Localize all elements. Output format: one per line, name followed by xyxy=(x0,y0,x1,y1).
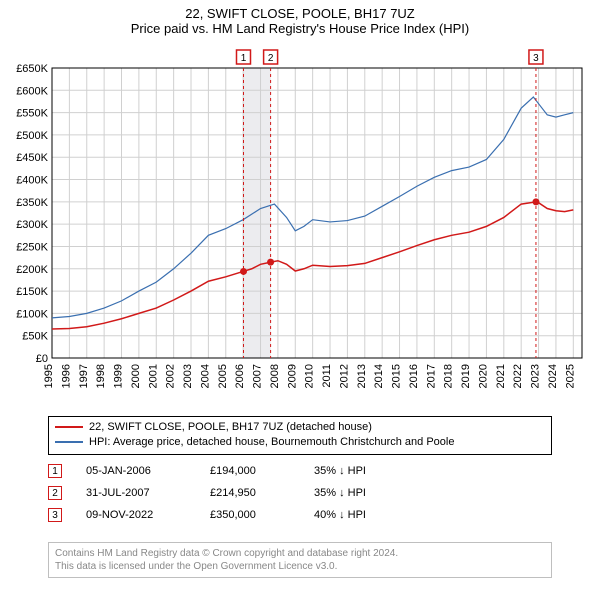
svg-text:2022: 2022 xyxy=(512,364,524,388)
svg-text:2019: 2019 xyxy=(460,364,472,388)
sale-delta: 40% ↓ HPI xyxy=(314,509,414,521)
svg-text:2009: 2009 xyxy=(286,364,298,388)
sale-date: 09-NOV-2022 xyxy=(86,509,186,521)
svg-text:1998: 1998 xyxy=(95,364,107,388)
svg-text:1999: 1999 xyxy=(113,364,125,388)
svg-text:2003: 2003 xyxy=(182,364,194,388)
svg-text:2007: 2007 xyxy=(252,364,264,388)
legend-swatch xyxy=(55,426,83,428)
svg-text:2021: 2021 xyxy=(495,364,507,388)
legend-label: 22, SWIFT CLOSE, POOLE, BH17 7UZ (detach… xyxy=(89,420,372,435)
svg-text:3: 3 xyxy=(533,53,539,64)
svg-text:2008: 2008 xyxy=(269,364,281,388)
svg-text:1996: 1996 xyxy=(60,364,72,388)
legend-row: 22, SWIFT CLOSE, POOLE, BH17 7UZ (detach… xyxy=(55,420,545,435)
svg-text:2006: 2006 xyxy=(234,364,246,388)
legend: 22, SWIFT CLOSE, POOLE, BH17 7UZ (detach… xyxy=(48,416,552,455)
footnote: Contains HM Land Registry data © Crown c… xyxy=(48,542,552,578)
svg-text:£550K: £550K xyxy=(16,108,48,120)
sale-row: 1 05-JAN-2006 £194,000 35% ↓ HPI xyxy=(48,460,414,482)
title-line1: 22, SWIFT CLOSE, POOLE, BH17 7UZ xyxy=(0,6,600,21)
sale-marker: 3 xyxy=(48,508,62,522)
sale-marker: 2 xyxy=(48,486,62,500)
svg-text:1: 1 xyxy=(241,53,247,64)
sale-marker: 1 xyxy=(48,464,62,478)
svg-text:£250K: £250K xyxy=(16,241,48,253)
legend-row: HPI: Average price, detached house, Bour… xyxy=(55,435,545,450)
sale-price: £350,000 xyxy=(210,509,290,521)
sale-delta: 35% ↓ HPI xyxy=(314,465,414,477)
page-root: 22, SWIFT CLOSE, POOLE, BH17 7UZ Price p… xyxy=(0,0,600,590)
svg-text:2020: 2020 xyxy=(477,364,489,388)
svg-text:£0: £0 xyxy=(36,353,48,365)
svg-text:£50K: £50K xyxy=(22,331,48,343)
chart-svg: £0 £50K £100K £150K £200K £250K £300K £350K £400… xyxy=(10,46,590,406)
svg-text:2014: 2014 xyxy=(373,364,385,388)
svg-text:1997: 1997 xyxy=(78,364,90,388)
sale-price: £194,000 xyxy=(210,465,290,477)
svg-text:2: 2 xyxy=(268,53,274,64)
svg-text:2015: 2015 xyxy=(391,364,403,388)
svg-text:£350K: £350K xyxy=(16,197,48,209)
svg-text:£400K: £400K xyxy=(16,175,48,187)
svg-text:£200K: £200K xyxy=(16,264,48,276)
svg-text:£500K: £500K xyxy=(16,130,48,142)
svg-text:2016: 2016 xyxy=(408,364,420,388)
svg-text:£150K: £150K xyxy=(16,286,48,298)
svg-text:2018: 2018 xyxy=(443,364,455,388)
svg-text:£100K: £100K xyxy=(16,308,48,320)
sale-date: 05-JAN-2006 xyxy=(86,465,186,477)
svg-text:2023: 2023 xyxy=(530,364,542,388)
footnote-line1: Contains HM Land Registry data © Crown c… xyxy=(55,547,545,560)
sale-delta: 35% ↓ HPI xyxy=(314,487,414,499)
svg-text:2005: 2005 xyxy=(217,364,229,388)
title-block: 22, SWIFT CLOSE, POOLE, BH17 7UZ Price p… xyxy=(0,0,600,36)
legend-swatch xyxy=(55,441,83,443)
sales-table: 1 05-JAN-2006 £194,000 35% ↓ HPI 2 31-JUL-200… xyxy=(48,460,414,526)
svg-text:2024: 2024 xyxy=(547,364,559,388)
svg-text:2000: 2000 xyxy=(130,364,142,388)
svg-text:£450K: £450K xyxy=(16,152,48,164)
svg-text:2004: 2004 xyxy=(199,364,211,388)
title-line2: Price paid vs. HM Land Registry's House … xyxy=(0,21,600,36)
svg-text:£600K: £600K xyxy=(16,85,48,97)
sale-date: 31-JUL-2007 xyxy=(86,487,186,499)
svg-text:2013: 2013 xyxy=(356,364,368,388)
sale-row: 3 09-NOV-2022 £350,000 40% ↓ HPI xyxy=(48,504,414,526)
chart: £0 £50K £100K £150K £200K £250K £300K £350K £400… xyxy=(10,46,590,406)
legend-label: HPI: Average price, detached house, Bour… xyxy=(89,435,454,450)
sale-row: 2 31-JUL-2007 £214,950 35% ↓ HPI xyxy=(48,482,414,504)
svg-text:2017: 2017 xyxy=(425,364,437,388)
sale-price: £214,950 xyxy=(210,487,290,499)
svg-text:2011: 2011 xyxy=(321,364,333,388)
svg-text:£650K: £650K xyxy=(16,63,48,75)
svg-text:2025: 2025 xyxy=(564,364,576,388)
svg-text:2012: 2012 xyxy=(338,364,350,388)
svg-text:2001: 2001 xyxy=(147,364,159,388)
footnote-line2: This data is licensed under the Open Gov… xyxy=(55,560,545,573)
svg-text:2002: 2002 xyxy=(165,364,177,388)
svg-text:1995: 1995 xyxy=(43,364,55,388)
svg-text:2010: 2010 xyxy=(304,364,316,388)
svg-text:£300K: £300K xyxy=(16,219,48,231)
